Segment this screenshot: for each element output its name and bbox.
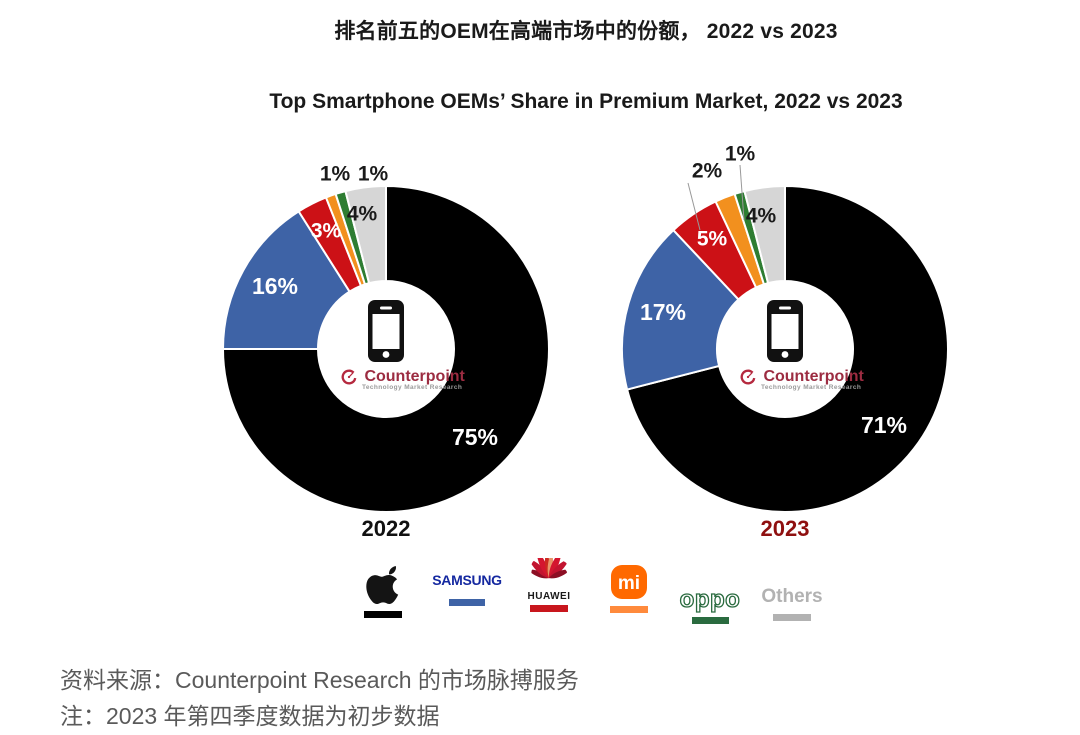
svg-text:mi: mi (618, 573, 640, 594)
svg-text:17%: 17% (640, 299, 686, 325)
svg-text:5%: 5% (697, 228, 728, 251)
svg-text:75%: 75% (452, 424, 498, 450)
svg-text:4%: 4% (746, 205, 777, 228)
svg-text:1%: 1% (320, 163, 351, 186)
svg-text:16%: 16% (252, 273, 298, 299)
svg-text:1%: 1% (725, 143, 756, 166)
svg-text:3%: 3% (311, 220, 342, 243)
svg-text:71%: 71% (861, 412, 907, 438)
svg-text:4%: 4% (347, 203, 378, 226)
svg-text:1%: 1% (358, 163, 389, 186)
svg-text:2%: 2% (692, 160, 723, 183)
